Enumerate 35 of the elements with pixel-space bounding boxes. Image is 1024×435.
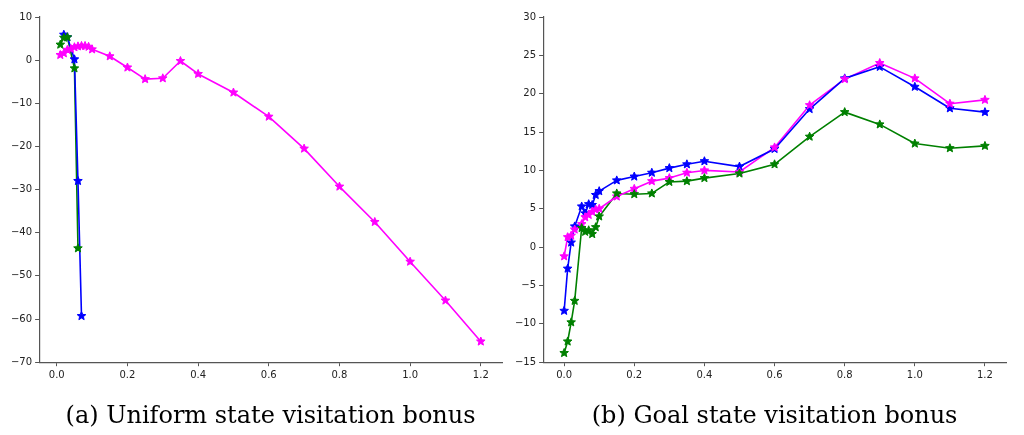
- y-tick-label: −5: [521, 279, 537, 291]
- y-tick-label: 30: [523, 10, 537, 22]
- x-tick-label: 0.8: [836, 368, 853, 380]
- x-axis-title: (b) Goal state visitation bonus: [591, 400, 958, 429]
- y-tick-label: −15: [514, 355, 537, 367]
- x-tick-label: 0.2: [626, 368, 643, 380]
- y-tick-label: −50: [10, 269, 33, 281]
- y-tick-label: 10: [19, 10, 33, 22]
- y-tick-label: −20: [10, 140, 33, 152]
- x-tick-label: 1.0: [906, 368, 923, 380]
- y-tick-label: −10: [10, 96, 33, 108]
- y-tick-label: 5: [529, 202, 537, 214]
- x-tick-label: 0.2: [119, 368, 136, 380]
- x-tick-label: 0.0: [48, 368, 65, 380]
- x-tick-label: 0.6: [766, 368, 783, 380]
- y-tick-label: −40: [10, 226, 33, 238]
- x-tick-label: 1.2: [977, 368, 993, 380]
- y-tick-label: −10: [514, 317, 537, 329]
- y-tick-label: −30: [10, 183, 33, 195]
- x-axis-title: (a) Uniform state visitation bonus: [65, 400, 476, 429]
- y-tick-label: 0: [25, 53, 33, 65]
- y-tick-label: 10: [523, 164, 537, 176]
- y-tick-label: 15: [523, 125, 537, 137]
- x-tick-label: 0.6: [260, 368, 277, 380]
- y-tick-label: 25: [523, 48, 537, 60]
- y-tick-label: −70: [10, 355, 33, 367]
- x-tick-label: 1.2: [472, 368, 489, 380]
- y-tick-label: 0: [529, 240, 537, 252]
- x-tick-label: 0.4: [190, 368, 207, 380]
- x-tick-label: 1.0: [402, 368, 419, 380]
- x-tick-label: 0.8: [331, 368, 348, 380]
- x-tick-label: 0.0: [556, 368, 573, 380]
- y-tick-label: 20: [523, 87, 537, 99]
- x-tick-label: 0.4: [696, 368, 713, 380]
- y-tick-label: −60: [10, 312, 33, 324]
